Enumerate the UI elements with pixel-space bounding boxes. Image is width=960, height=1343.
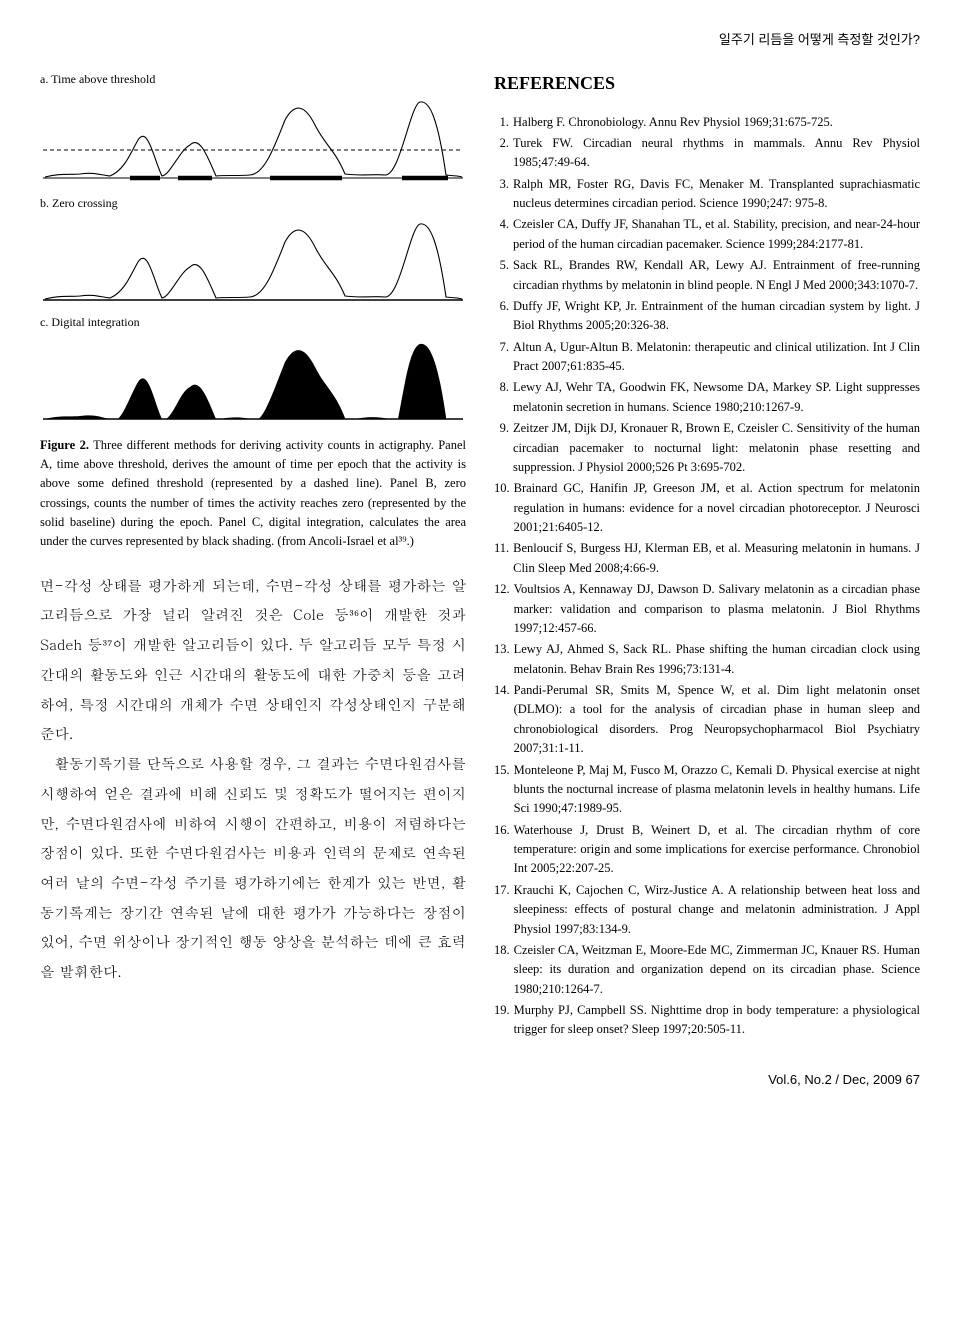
reference-text: Czeisler CA, Duffy JF, Shanahan TL, et a… <box>513 215 920 254</box>
reference-text: Czeisler CA, Weitzman E, Moore-Ede MC, Z… <box>514 941 920 999</box>
reference-text: Sack RL, Brandes RW, Kendall AR, Lewy AJ… <box>513 256 920 295</box>
reference-text: Lewy AJ, Wehr TA, Goodwin FK, Newsome DA… <box>513 378 920 417</box>
reference-number: 8. <box>494 378 513 417</box>
reference-number: 17. <box>494 881 514 939</box>
figure-panel-c: c. Digital integration <box>40 313 466 428</box>
reference-text: Waterhouse J, Drust B, Weinert D, et al.… <box>514 821 920 879</box>
references-heading: REFERENCES <box>494 70 920 97</box>
reference-item: 12.Voultsios A, Kennaway DJ, Dawson D. S… <box>494 580 920 638</box>
two-column-layout: a. Time above threshold b. Zero crossing… <box>40 70 920 1042</box>
reference-text: Pandi-Perumal SR, Smits M, Spence W, et … <box>514 681 920 759</box>
reference-number: 16. <box>494 821 514 879</box>
reference-number: 1. <box>494 113 513 132</box>
reference-text: Duffy JF, Wright KP, Jr. Entrainment of … <box>513 297 920 336</box>
reference-text: Benloucif S, Burgess HJ, Klerman EB, et … <box>513 539 920 578</box>
figure-panel-a-svg <box>40 90 466 190</box>
reference-number: 13. <box>494 640 514 679</box>
reference-item: 2.Turek FW. Circadian neural rhythms in … <box>494 134 920 173</box>
reference-number: 3. <box>494 175 513 214</box>
reference-item: 4.Czeisler CA, Duffy JF, Shanahan TL, et… <box>494 215 920 254</box>
reference-number: 19. <box>494 1001 514 1040</box>
reference-number: 18. <box>494 941 514 999</box>
reference-item: 16.Waterhouse J, Drust B, Weinert D, et … <box>494 821 920 879</box>
reference-text: Turek FW. Circadian neural rhythms in ma… <box>513 134 920 173</box>
reference-item: 13.Lewy AJ, Ahmed S, Sack RL. Phase shif… <box>494 640 920 679</box>
page-footer: Vol.6, No.2 / Dec, 2009 67 <box>40 1070 920 1090</box>
reference-item: 9.Zeitzer JM, Dijk DJ, Kronauer R, Brown… <box>494 419 920 477</box>
reference-number: 15. <box>494 761 514 819</box>
reference-item: 15.Monteleone P, Maj M, Fusco M, Orazzo … <box>494 761 920 819</box>
reference-text: Zeitzer JM, Dijk DJ, Kronauer R, Brown E… <box>513 419 920 477</box>
figure-caption: Figure 2. Three different methods for de… <box>40 436 466 552</box>
reference-number: 4. <box>494 215 513 254</box>
reference-text: Halberg F. Chronobiology. Annu Rev Physi… <box>513 113 920 132</box>
reference-text: Brainard GC, Hanifin JP, Greeson JM, et … <box>514 479 920 537</box>
reference-text: Voultsios A, Kennaway DJ, Dawson D. Sali… <box>514 580 920 638</box>
reference-number: 7. <box>494 338 513 377</box>
reference-number: 14. <box>494 681 514 759</box>
reference-item: 8.Lewy AJ, Wehr TA, Goodwin FK, Newsome … <box>494 378 920 417</box>
figure-panel-b: b. Zero crossing <box>40 194 466 309</box>
figure-panel-b-svg <box>40 214 466 309</box>
reference-text: Ralph MR, Foster RG, Davis FC, Menaker M… <box>513 175 920 214</box>
reference-number: 2. <box>494 134 513 173</box>
reference-text: Altun A, Ugur-Altun B. Melatonin: therap… <box>513 338 920 377</box>
figure-panel-c-svg <box>40 333 466 428</box>
body-paragraph-2: 활동기록기를 단독으로 사용할 경우, 그 결과는 수면다원검사를 시행하여 얻… <box>40 750 466 988</box>
right-column: REFERENCES 1.Halberg F. Chronobiology. A… <box>494 70 920 1042</box>
reference-text: Murphy PJ, Campbell SS. Nighttime drop i… <box>514 1001 920 1040</box>
reference-item: 17.Krauchi K, Cajochen C, Wirz-Justice A… <box>494 881 920 939</box>
figure-panel-a-label: a. Time above threshold <box>40 70 466 88</box>
reference-item: 6.Duffy JF, Wright KP, Jr. Entrainment o… <box>494 297 920 336</box>
reference-item: 5.Sack RL, Brandes RW, Kendall AR, Lewy … <box>494 256 920 295</box>
reference-item: 7.Altun A, Ugur-Altun B. Melatonin: ther… <box>494 338 920 377</box>
reference-text: Monteleone P, Maj M, Fusco M, Orazzo C, … <box>514 761 920 819</box>
figure-caption-label: Figure 2. <box>40 438 89 452</box>
figure-panel-c-label: c. Digital integration <box>40 313 466 331</box>
reference-item: 19.Murphy PJ, Campbell SS. Nighttime dro… <box>494 1001 920 1040</box>
figure-caption-text: Three different methods for deriving act… <box>40 438 466 549</box>
body-paragraph-1: 면-각성 상태를 평가하게 되는데, 수면-각성 상태를 평가하는 알고리듬으로… <box>40 572 466 750</box>
reference-item: 10.Brainard GC, Hanifin JP, Greeson JM, … <box>494 479 920 537</box>
reference-number: 10. <box>494 479 514 537</box>
reference-number: 12. <box>494 580 514 638</box>
references-list: 1.Halberg F. Chronobiology. Annu Rev Phy… <box>494 113 920 1040</box>
reference-number: 9. <box>494 419 513 477</box>
reference-item: 18.Czeisler CA, Weitzman E, Moore-Ede MC… <box>494 941 920 999</box>
left-column: a. Time above threshold b. Zero crossing… <box>40 70 466 1042</box>
reference-number: 5. <box>494 256 513 295</box>
reference-number: 6. <box>494 297 513 336</box>
reference-number: 11. <box>494 539 513 578</box>
reference-item: 3.Ralph MR, Foster RG, Davis FC, Menaker… <box>494 175 920 214</box>
running-header: 일주기 리듬을 어떻게 측정할 것인가? <box>40 30 920 50</box>
reference-item: 1.Halberg F. Chronobiology. Annu Rev Phy… <box>494 113 920 132</box>
reference-text: Krauchi K, Cajochen C, Wirz-Justice A. A… <box>514 881 920 939</box>
reference-item: 11.Benloucif S, Burgess HJ, Klerman EB, … <box>494 539 920 578</box>
figure-panel-b-label: b. Zero crossing <box>40 194 466 212</box>
figure-panel-a: a. Time above threshold <box>40 70 466 190</box>
reference-text: Lewy AJ, Ahmed S, Sack RL. Phase shiftin… <box>514 640 920 679</box>
reference-item: 14.Pandi-Perumal SR, Smits M, Spence W, … <box>494 681 920 759</box>
